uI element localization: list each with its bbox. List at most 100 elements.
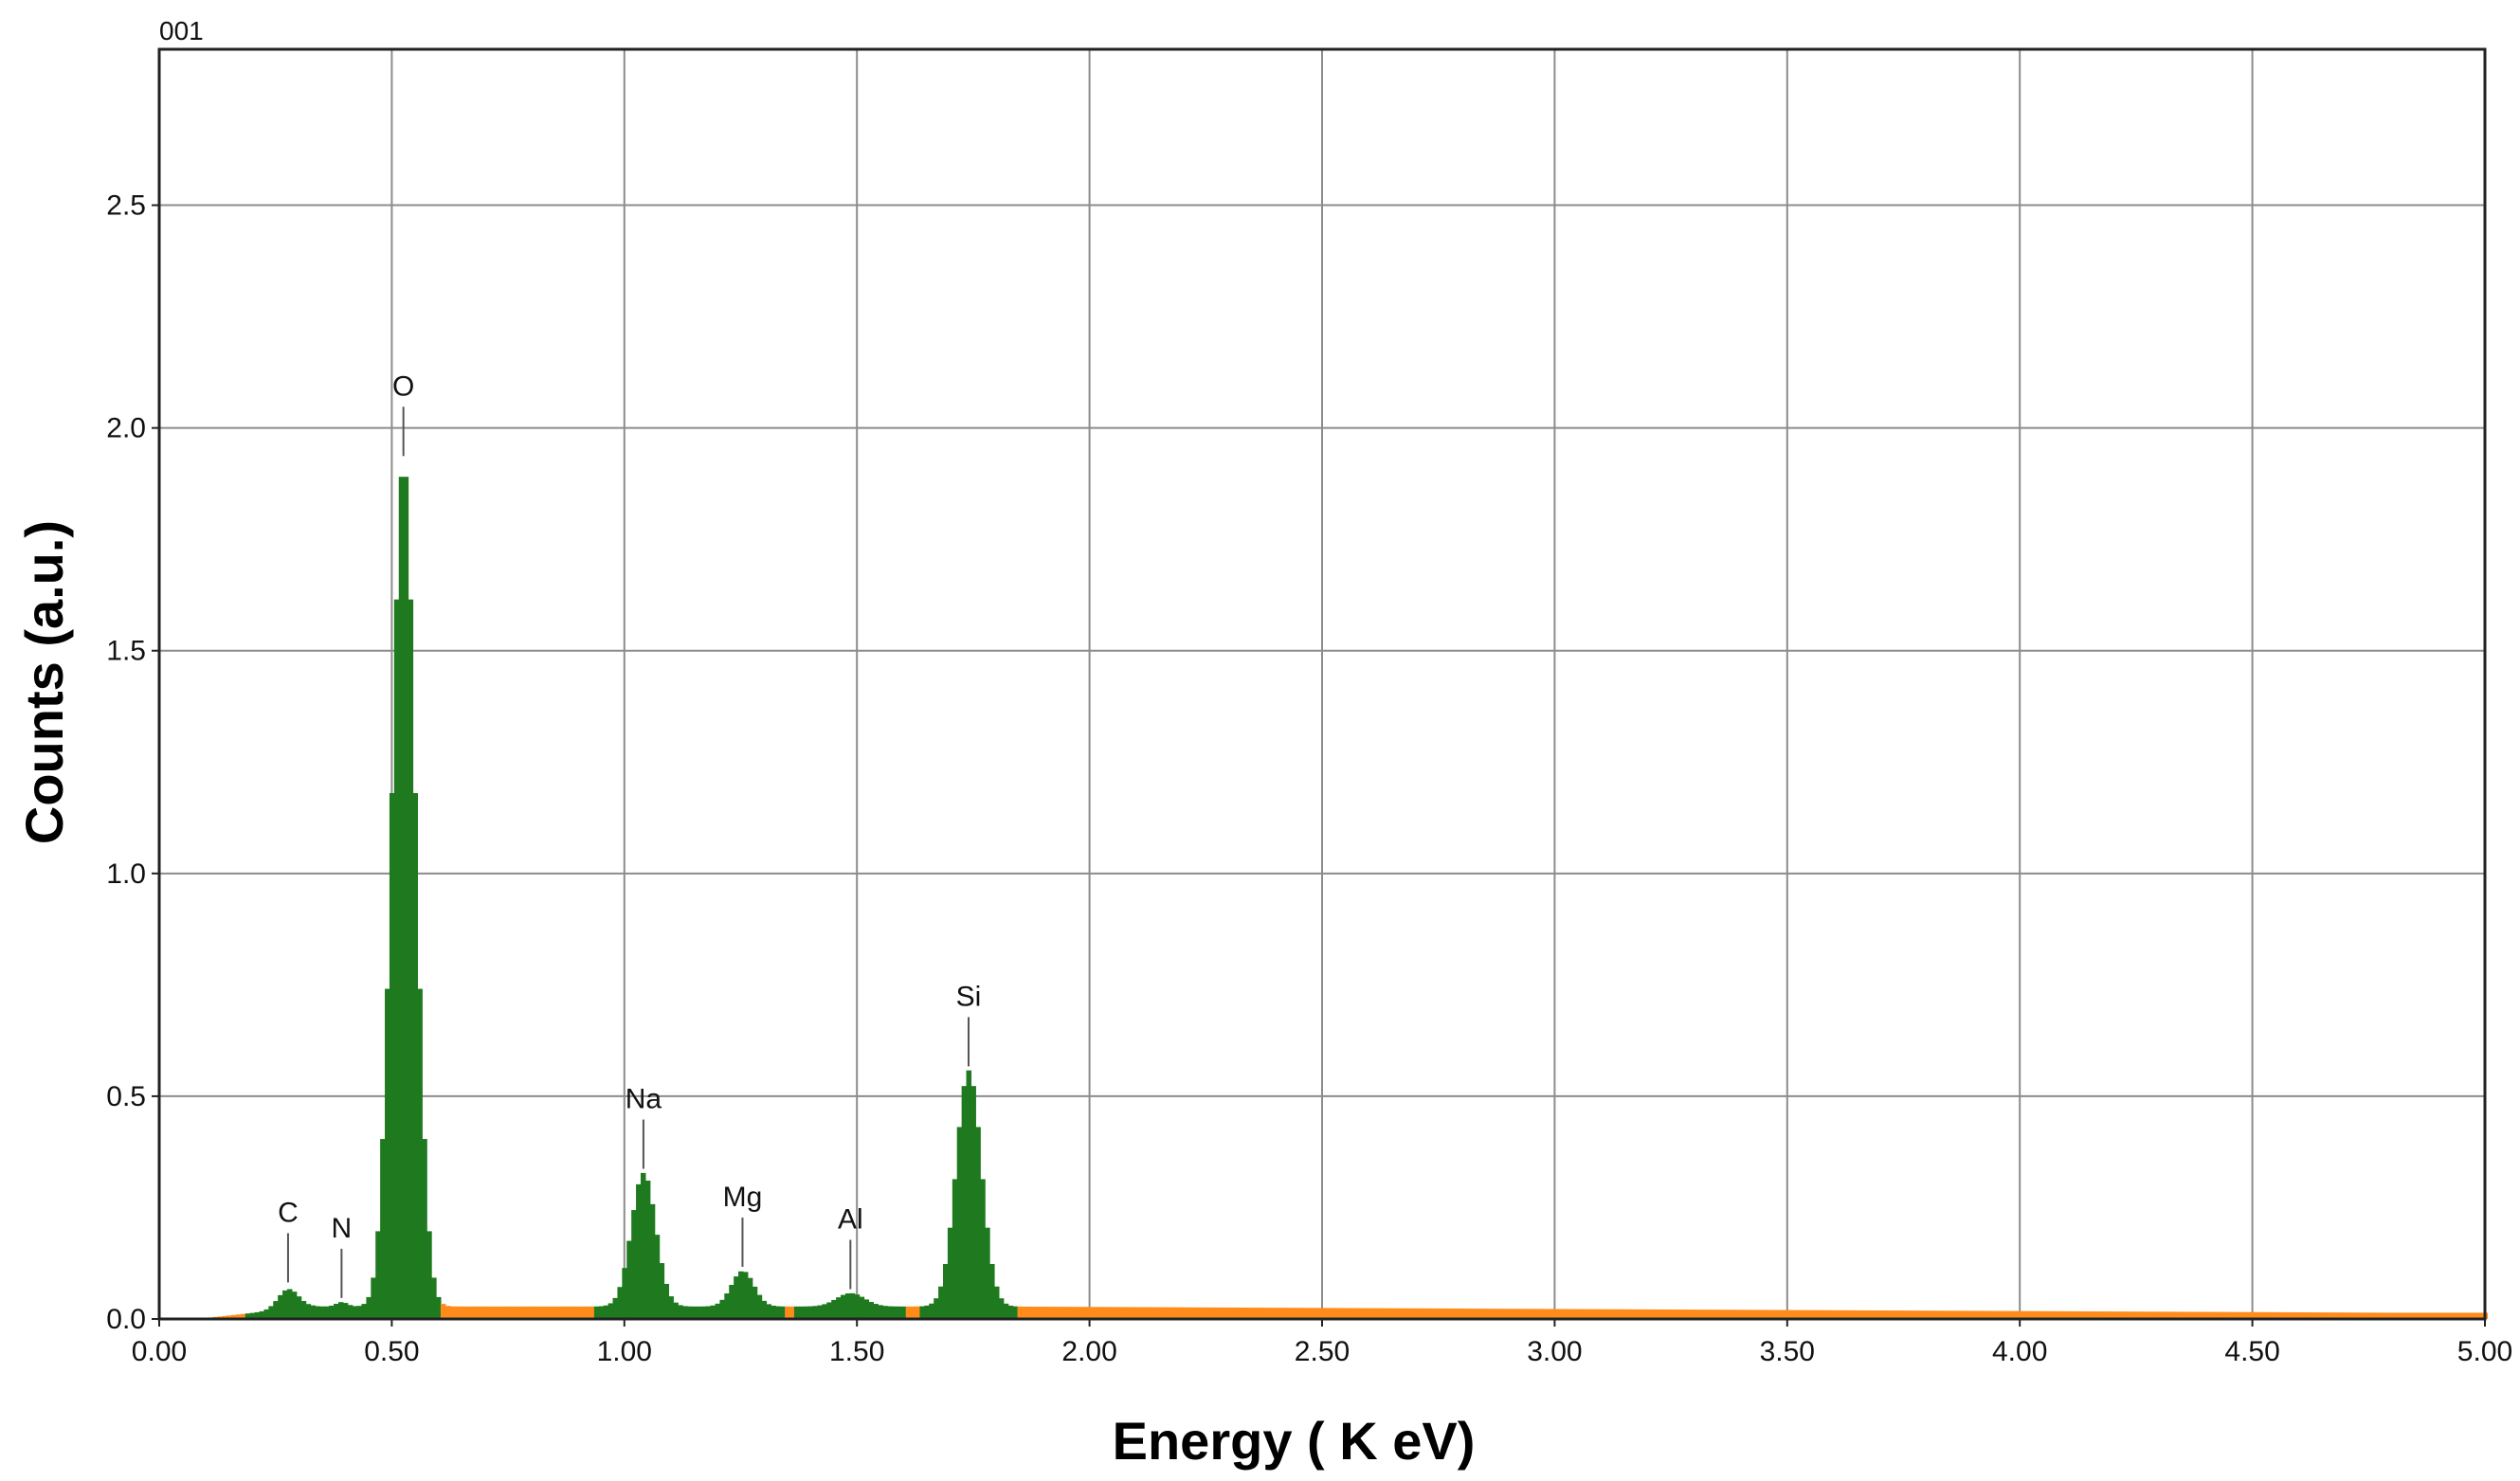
- y-tick-label: 1.0: [106, 858, 146, 890]
- spectrum-bar: [1603, 1309, 1609, 1319]
- spectrum-bar: [793, 1306, 800, 1319]
- spectrum-bar: [2124, 1311, 2130, 1319]
- spectrum-bar: [989, 1263, 995, 1319]
- spectrum-bar: [1454, 1309, 1460, 1319]
- spectrum-bar: [1385, 1308, 1390, 1319]
- spectrum-bar: [1738, 1309, 1744, 1319]
- spectrum-bar: [1538, 1309, 1544, 1319]
- spectrum-bar: [1012, 1306, 1019, 1319]
- spectrum-bar: [1751, 1309, 1758, 1319]
- spectrum-bar: [1078, 1307, 1083, 1319]
- spectrum-bar: [603, 1305, 609, 1319]
- spectrum-bar: [2468, 1312, 2475, 1319]
- spectrum-bar: [259, 1310, 265, 1319]
- spectrum-bar: [1449, 1308, 1456, 1319]
- spectrum-bar: [2245, 1311, 2251, 1319]
- spectrum-bar: [408, 599, 414, 1319]
- spectrum-bar: [938, 1286, 944, 1319]
- chart-corner-label: 001: [159, 16, 204, 45]
- spectrum-bar: [1287, 1308, 1293, 1319]
- spectrum-bar: [1933, 1310, 1939, 1319]
- spectrum-bar: [496, 1306, 502, 1319]
- spectrum-bar: [700, 1306, 707, 1319]
- spectrum-bar: [868, 1302, 874, 1319]
- spectrum-bar: [2343, 1312, 2348, 1319]
- spectrum-bar: [789, 1306, 795, 1319]
- spectrum-bar: [2231, 1311, 2238, 1319]
- spectrum-bar: [859, 1296, 865, 1319]
- spectrum-bar: [449, 1306, 456, 1319]
- spectrum-bar: [231, 1314, 237, 1319]
- spectrum-bar: [375, 1231, 381, 1319]
- spectrum-bar: [1766, 1309, 1772, 1319]
- spectrum-bar: [640, 1172, 646, 1319]
- spectrum-bar: [934, 1298, 939, 1319]
- spectrum-bar: [1863, 1309, 1870, 1319]
- spectrum-bar: [2412, 1312, 2419, 1319]
- spectrum-bar: [1241, 1307, 1246, 1319]
- spectrum-bar: [422, 1139, 427, 1319]
- spectrum-bar: [1129, 1307, 1134, 1319]
- peak-label: Al: [838, 1203, 863, 1235]
- spectrum-bar: [2055, 1310, 2060, 1319]
- x-tick-label: 2.50: [1295, 1336, 1350, 1367]
- spectrum-bar: [324, 1306, 330, 1319]
- spectrum-bar: [1714, 1309, 1721, 1319]
- spectrum-bar: [1092, 1307, 1097, 1319]
- x-tick-label: 0.00: [132, 1336, 187, 1367]
- spectrum-bar: [1036, 1307, 1042, 1319]
- spectrum-bar: [2324, 1312, 2330, 1319]
- spectrum-bar: [1505, 1309, 1512, 1319]
- spectrum-bar: [1185, 1307, 1190, 1319]
- spectrum-bar: [1236, 1307, 1242, 1319]
- spectrum-bar: [1278, 1308, 1283, 1319]
- spectrum-bar: [2394, 1312, 2400, 1319]
- spectrum-bar: [1845, 1309, 1851, 1319]
- spectrum-bar: [1999, 1310, 2004, 1319]
- spectrum-bar: [245, 1313, 251, 1319]
- spectrum-bar: [1500, 1309, 1507, 1319]
- spectrum-bar: [887, 1306, 893, 1319]
- y-axis-title: Counts (a.u.): [14, 520, 74, 844]
- spectrum-bar: [431, 1277, 437, 1319]
- spectrum-bar: [1063, 1307, 1070, 1319]
- spectrum-bar: [2301, 1312, 2307, 1319]
- spectrum-bar: [985, 1227, 990, 1319]
- x-axis-ticks: 0.00 0.50 1.00 1.50 2.00 2.50 3.00 3.50 4.00 4.50…: [132, 1319, 2512, 1367]
- spectrum-bar: [1119, 1307, 1126, 1319]
- spectrum-bar: [2338, 1312, 2344, 1319]
- spectrum-bar: [1896, 1310, 1902, 1319]
- spectrum-bar: [1217, 1307, 1224, 1319]
- spectrum-bar: [296, 1296, 302, 1319]
- spectrum-bar: [910, 1306, 916, 1319]
- spectrum-bar: [2445, 1312, 2451, 1319]
- spectrum-bar: [747, 1277, 753, 1319]
- spectrum-bar: [235, 1314, 242, 1319]
- spectrum-bar: [1914, 1310, 1921, 1319]
- spectrum-bar: [1049, 1307, 1056, 1319]
- spectrum-bar: [2017, 1310, 2023, 1319]
- spectrum-bar: [803, 1306, 809, 1319]
- spectrum-bar: [2050, 1310, 2056, 1319]
- spectrum-bar: [1659, 1309, 1665, 1319]
- spectrum-bar: [1901, 1310, 1907, 1319]
- spectrum-bar: [1641, 1309, 1646, 1319]
- spectrum-bar: [2477, 1312, 2484, 1319]
- spectrum-bar: [2226, 1311, 2233, 1319]
- spectrum-bar: [1254, 1308, 1260, 1319]
- spectrum-bar: [649, 1203, 656, 1319]
- spectrum-bar: [1775, 1309, 1782, 1319]
- spectrum-bar: [1026, 1306, 1032, 1319]
- spectrum-bar: [1324, 1308, 1330, 1319]
- spectrum-bar: [1143, 1307, 1149, 1319]
- spectrum-bar: [1180, 1307, 1186, 1319]
- spectrum-bar: [756, 1294, 763, 1319]
- spectrum-bar: [826, 1302, 832, 1319]
- spectrum-bar: [2199, 1311, 2204, 1319]
- spectrum-bar: [1743, 1309, 1749, 1319]
- spectrum-bar: [873, 1304, 879, 1319]
- x-tick-label: 0.50: [364, 1336, 419, 1367]
- spectrum-bar: [952, 1179, 958, 1319]
- spectrum-bar: [1882, 1310, 1888, 1319]
